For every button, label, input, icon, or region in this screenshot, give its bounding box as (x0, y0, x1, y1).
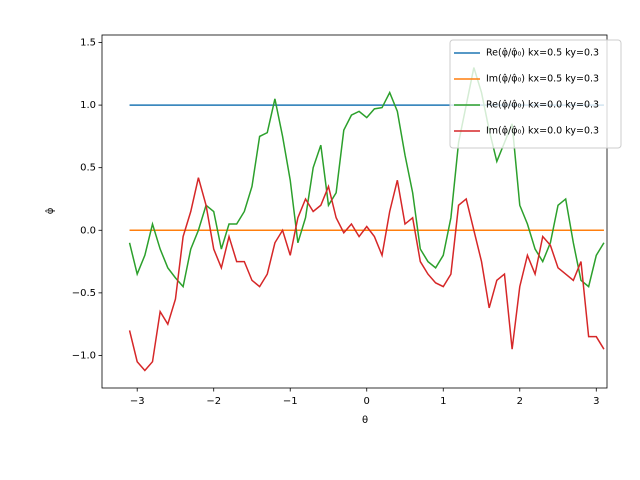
axes-frame (101, 34, 608, 389)
y-tick-label: 0.0 (80, 225, 96, 236)
x-axis-label: θ (362, 415, 368, 426)
y-tick-label: 1.0 (80, 100, 96, 111)
x-tick-label: 2 (517, 396, 523, 407)
legend-label: Re(φ̂/φ̂₀) kx=0.5 ky=0.3 (486, 48, 599, 59)
x-tick-label: 0 (364, 396, 370, 407)
x-tick-label: 1 (440, 396, 446, 407)
series-line (128, 177, 605, 372)
x-tick-label: −1 (283, 396, 298, 407)
y-tick-label: 1.5 (80, 38, 96, 49)
y-tick-label: −1.0 (72, 350, 96, 361)
series-line (128, 67, 605, 289)
legend-label: Im(φ̂/φ̂₀) kx=0.0 ky=0.3 (486, 126, 599, 137)
y-axis-label: φ̂ (44, 207, 56, 214)
y-tick-label: 0.5 (80, 163, 96, 174)
x-tick-label: −2 (206, 396, 221, 407)
legend-label: Re(φ̂/φ̂₀) kx=0.0 ky=0.3 (486, 100, 599, 111)
legend: Re(φ̂/φ̂₀) kx=0.5 ky=0.3 Im(φ̂/φ̂₀) kx=0.… (449, 39, 622, 149)
x-tick-label: 3 (593, 396, 599, 407)
y-tick-label: −0.5 (72, 288, 96, 299)
x-tick-label: −3 (130, 396, 145, 407)
legend-label: Im(φ̂/φ̂₀) kx=0.5 ky=0.3 (486, 74, 599, 85)
legend-box (449, 39, 622, 149)
